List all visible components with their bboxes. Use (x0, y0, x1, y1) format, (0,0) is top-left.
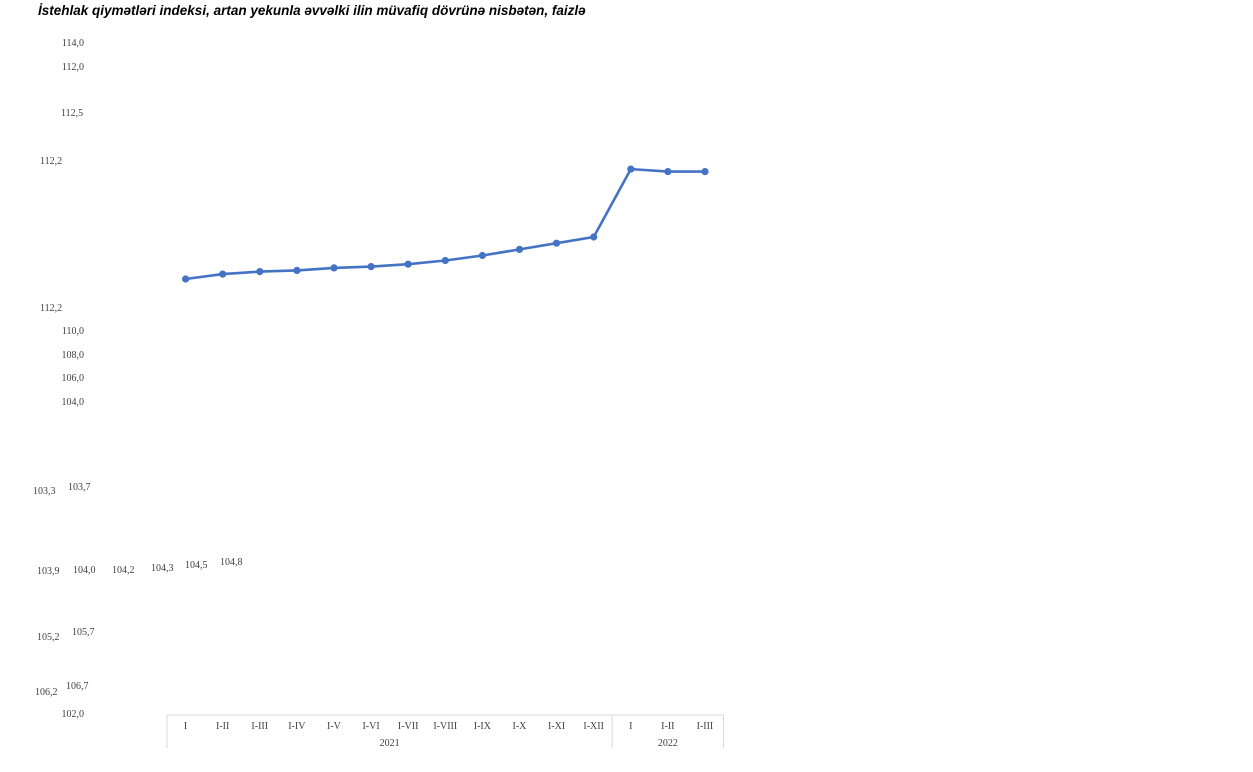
x-tick-label: I-III (697, 721, 714, 732)
x-tick-label: I-VII (398, 721, 419, 732)
data-label: 104,8 (220, 557, 243, 568)
x-tick-label: I-XII (583, 721, 604, 732)
data-point (515, 245, 524, 253)
x-tick-label: I-XI (548, 721, 565, 732)
data-point (293, 266, 301, 274)
x-tick-label: I-X (513, 721, 528, 732)
data-label: 103,3 (33, 486, 56, 497)
data-label: 105,2 (37, 632, 60, 643)
x-axis-group-label: 2021 (380, 738, 400, 749)
data-point (330, 264, 338, 272)
data-point (367, 263, 375, 271)
data-point (701, 168, 709, 176)
data-point (478, 251, 486, 260)
x-tick-label: I-VIII (433, 721, 457, 732)
x-tick-label: I-III (251, 721, 268, 732)
data-point (256, 268, 264, 276)
y-tick-label: 108,0 (62, 350, 85, 361)
data-label: 103,7 (68, 482, 91, 493)
y-tick-label: 110,0 (62, 326, 84, 337)
y-tick-label: 114,0 (62, 38, 84, 49)
data-label: 104,5 (185, 560, 208, 571)
x-axis-group-label: 2022 (658, 738, 678, 749)
x-tick-label: I (184, 721, 187, 732)
data-point (590, 233, 598, 241)
chart-title: İstehlak qiymətləri indeksi, artan yekun… (38, 3, 586, 18)
data-label: 104,0 (73, 565, 96, 576)
x-tick-label: I-V (327, 721, 342, 732)
data-point (182, 275, 190, 283)
data-label: 104,3 (151, 563, 174, 574)
data-label: 106,7 (66, 681, 89, 692)
y-tick-label: 102,0 (62, 709, 85, 720)
x-tick-label: I-IX (474, 721, 492, 732)
data-point (552, 239, 561, 247)
data-point (441, 256, 449, 265)
y-tick-label: 104,0 (62, 397, 85, 408)
x-tick-label: I-VI (362, 721, 379, 732)
data-label: 103,9 (37, 566, 60, 577)
data-label: 112,5 (61, 108, 83, 119)
data-point (664, 168, 672, 176)
data-label: 106,2 (35, 687, 58, 698)
x-tick-label: I-II (216, 721, 229, 732)
data-label: 112,2 (40, 303, 62, 314)
data-label: 105,7 (72, 627, 95, 638)
data-label: 112,2 (40, 156, 62, 167)
data-point (404, 260, 412, 268)
data-point (219, 270, 227, 278)
data-label: 104,2 (112, 565, 135, 576)
x-tick-label: I-IV (288, 721, 306, 732)
y-tick-label: 106,0 (62, 373, 85, 384)
x-tick-label: I-II (661, 721, 674, 732)
data-point (627, 165, 635, 173)
y-tick-label: 112,0 (62, 62, 84, 73)
x-tick-label: I (629, 721, 632, 732)
